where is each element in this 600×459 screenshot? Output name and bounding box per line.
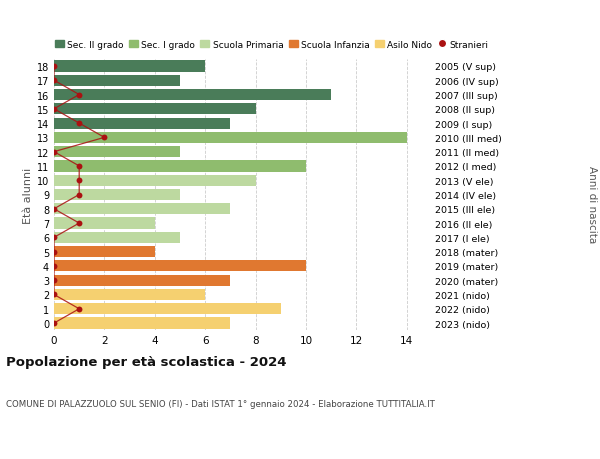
Bar (54, 275, 230, 286)
Point (49, 319, 59, 327)
Bar (54, 133, 407, 144)
Bar (54, 161, 306, 172)
Y-axis label: Età alunni: Età alunni (23, 167, 32, 223)
Text: COMUNE DI PALAZZUOLO SUL SENIO (FI) - Dati ISTAT 1° gennaio 2024 - Elaborazione : COMUNE DI PALAZZUOLO SUL SENIO (FI) - Da… (6, 399, 435, 409)
Bar (54, 75, 180, 87)
Point (49, 63, 59, 71)
Point (74, 305, 84, 313)
Point (74, 92, 84, 99)
Point (49, 263, 59, 270)
Point (74, 163, 84, 170)
Point (49, 277, 59, 284)
Bar (54, 318, 230, 329)
Bar (54, 175, 256, 186)
Point (74, 120, 84, 128)
Point (49, 248, 59, 256)
Bar (54, 303, 281, 315)
Bar (54, 218, 155, 229)
Text: Popolazione per età scolastica - 2024: Popolazione per età scolastica - 2024 (6, 356, 287, 369)
Bar (54, 190, 180, 201)
Legend: Sec. II grado, Sec. I grado, Scuola Primaria, Scuola Infanzia, Asilo Nido, Stran: Sec. II grado, Sec. I grado, Scuola Prim… (55, 41, 489, 50)
Point (49, 234, 59, 241)
Point (49, 78, 59, 85)
Bar (54, 90, 331, 101)
Point (49, 149, 59, 156)
Bar (54, 61, 205, 73)
Point (49, 206, 59, 213)
Bar (54, 204, 230, 215)
Bar (54, 289, 205, 300)
Bar (54, 261, 306, 272)
Bar (54, 104, 256, 115)
Text: Anni di nascita: Anni di nascita (587, 166, 597, 243)
Point (74, 191, 84, 199)
Point (74, 220, 84, 227)
Point (49, 291, 59, 298)
Point (74, 177, 84, 185)
Bar (54, 147, 180, 158)
Point (49, 106, 59, 113)
Bar (54, 246, 155, 257)
Point (100, 134, 109, 142)
Bar (54, 118, 230, 129)
Bar (54, 232, 180, 243)
